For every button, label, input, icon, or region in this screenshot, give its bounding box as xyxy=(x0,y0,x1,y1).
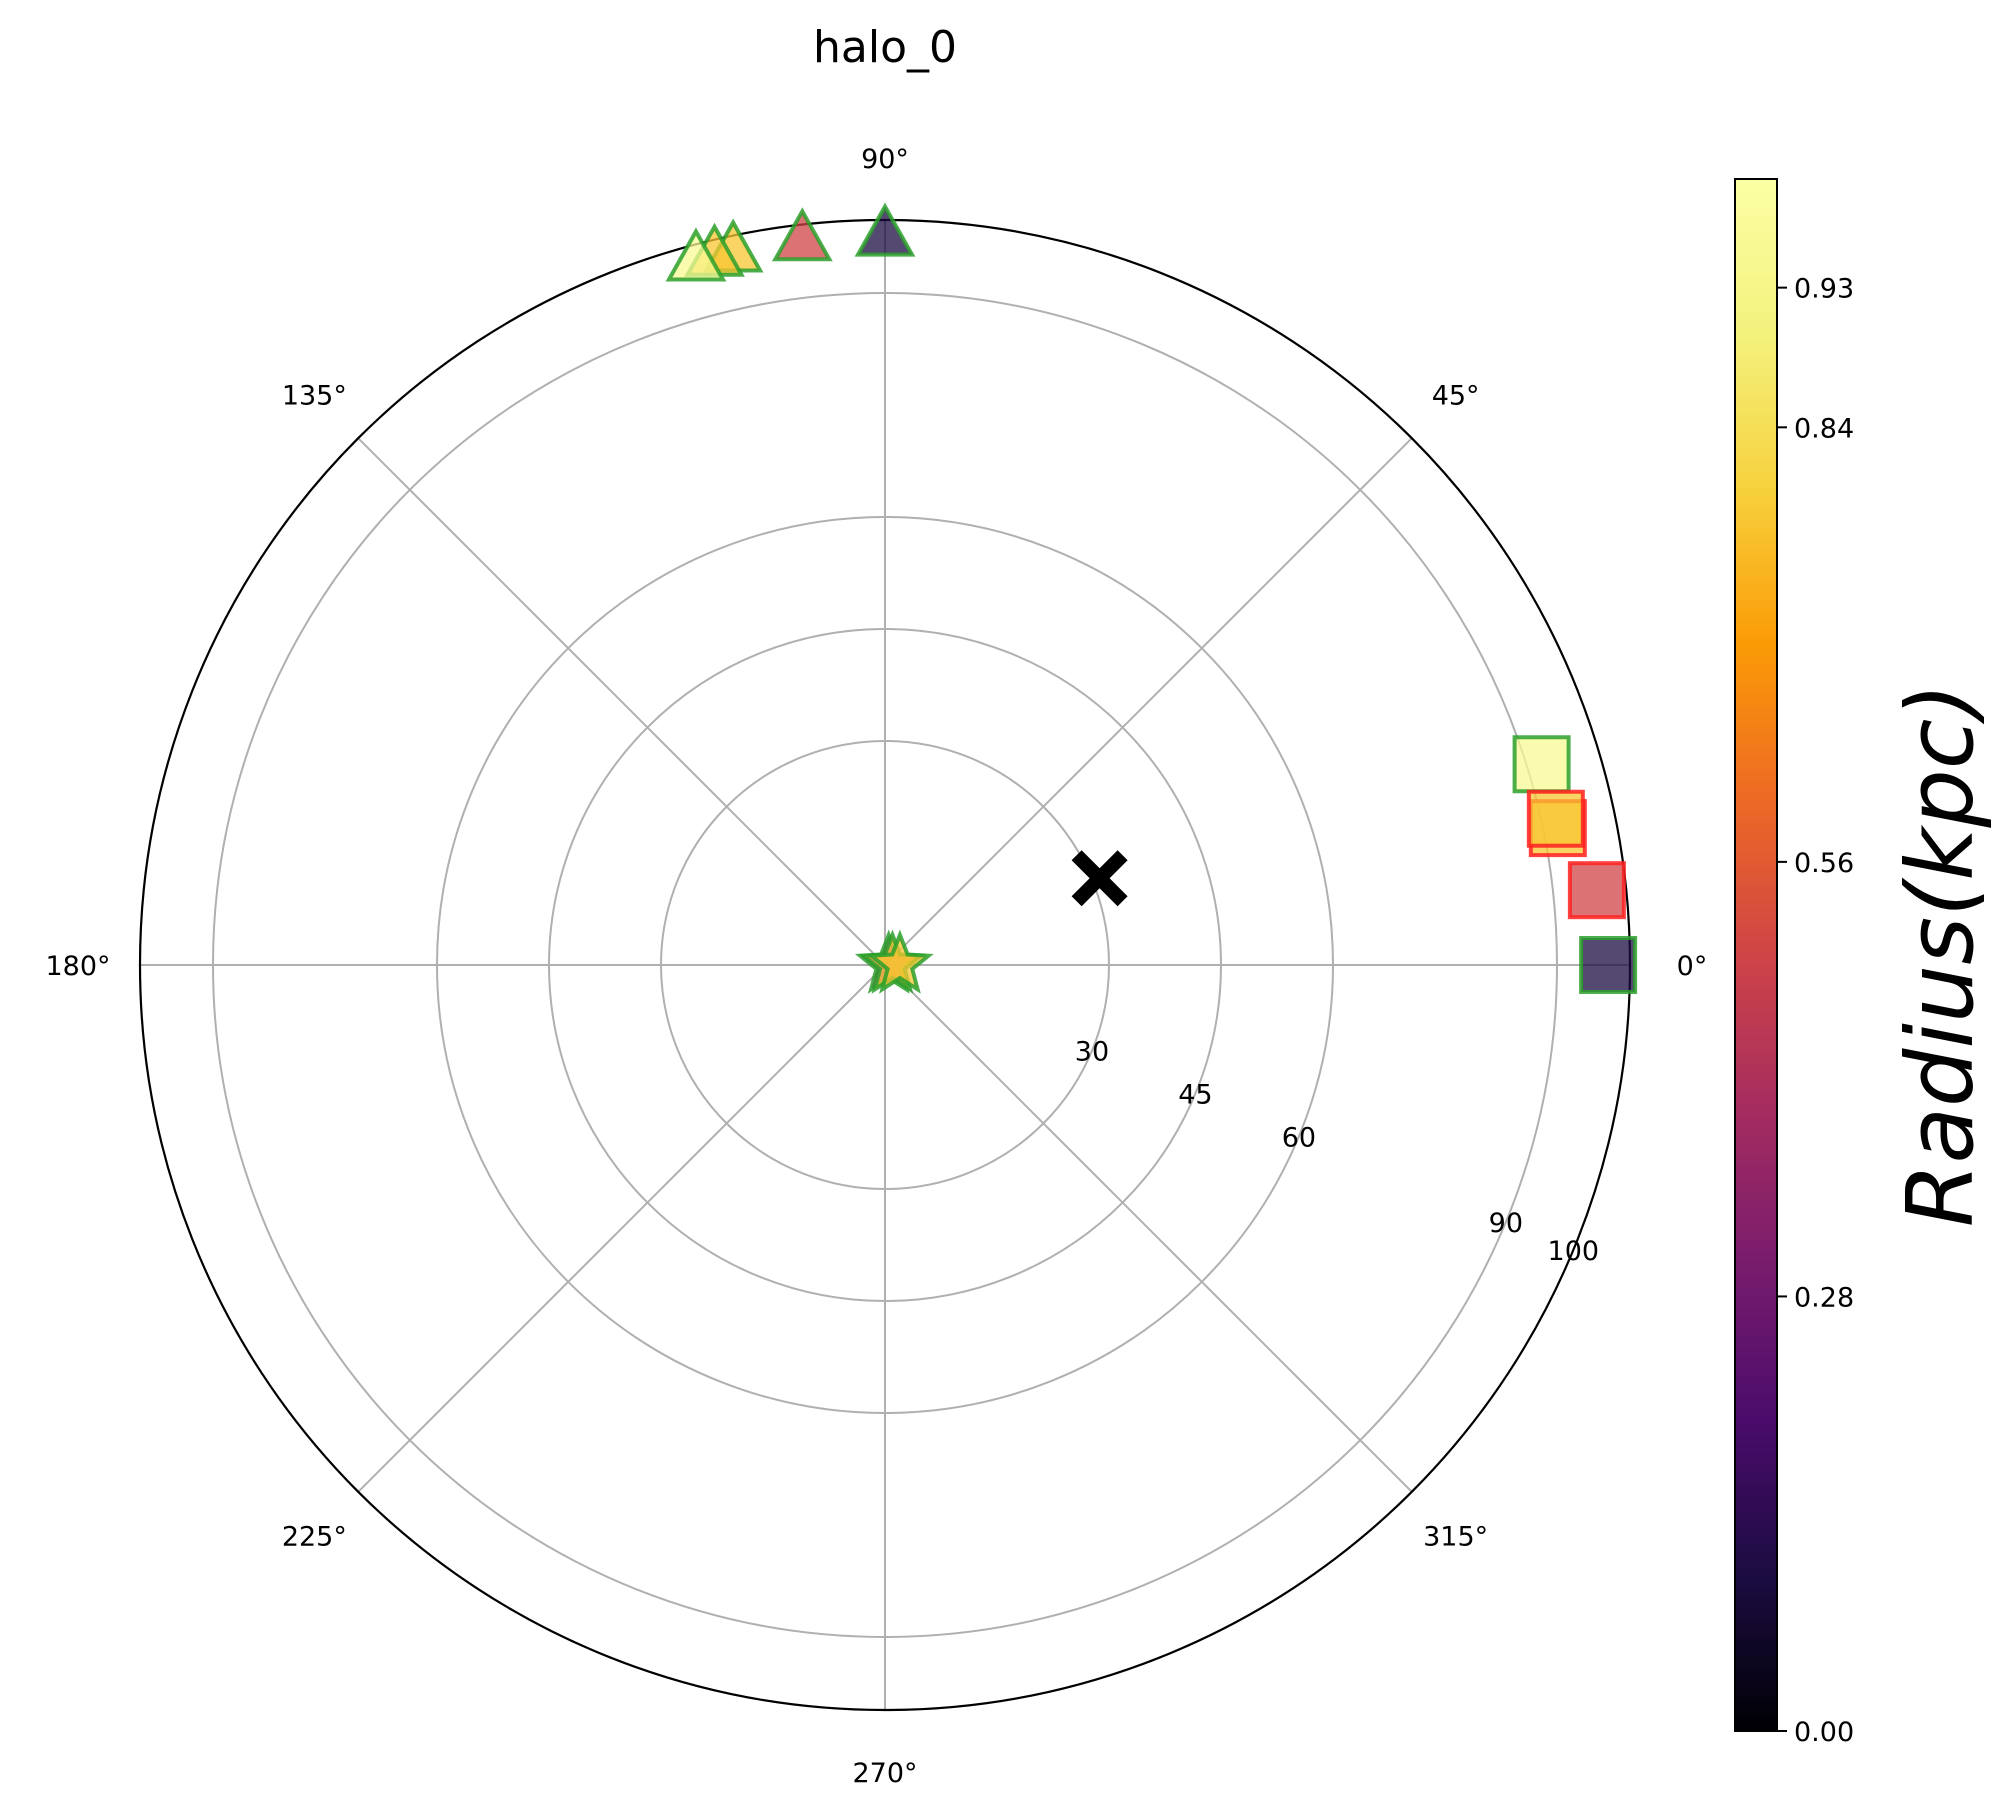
theta-tick-label: 315° xyxy=(1423,1522,1488,1553)
theta-tick-label: 0° xyxy=(1677,951,1708,982)
radial-tick-label: 60 xyxy=(1282,1122,1316,1153)
radial-tick-label: 100 xyxy=(1548,1236,1600,1267)
colorbar-tick-label: 0.93 xyxy=(1794,274,1854,305)
scatter-markers xyxy=(665,202,1638,994)
radial-tick-label: 45 xyxy=(1178,1080,1212,1111)
square-marker xyxy=(1512,735,1571,794)
radial-tick-labels: 30 45 60 90 100 xyxy=(1075,1037,1599,1267)
theta-tick-labels: 0° 45° 90° 135° 180° 225° 270° 315° xyxy=(45,144,1707,1789)
chart-title: halo_0 xyxy=(813,22,957,73)
angular-grid-line xyxy=(357,964,886,1493)
colorbar-ticks: 0.00 0.28 0.56 0.84 0.93 xyxy=(1777,274,1854,1748)
colorbar-tick-label: 0.00 xyxy=(1794,1717,1854,1748)
radial-tick-label: 90 xyxy=(1489,1208,1523,1239)
triangle-marker xyxy=(854,202,916,257)
colorbar-gradient xyxy=(1734,178,1778,1732)
angular-grid-line xyxy=(357,437,886,966)
colorbar-tick-label: 0.28 xyxy=(1794,1282,1854,1313)
angular-grid-line xyxy=(884,964,1413,1493)
star-marker xyxy=(866,929,934,994)
colorbar-tick-label: 0.84 xyxy=(1794,413,1854,444)
colorbar-label: Radius(kpc) xyxy=(1887,683,1994,1228)
theta-tick-label: 225° xyxy=(282,1522,347,1553)
angular-grid-line xyxy=(884,437,1413,966)
colorbar-tick-label: 0.56 xyxy=(1794,848,1854,879)
x-marker xyxy=(1071,850,1128,907)
triangle-marker xyxy=(771,207,833,262)
theta-tick-label: 90° xyxy=(861,144,909,175)
colorbar: 0.00 0.28 0.56 0.84 0.93 Radius(kpc) xyxy=(1734,178,1994,1748)
theta-tick-label: 135° xyxy=(282,380,347,411)
square-marker xyxy=(1526,789,1585,848)
square-marker xyxy=(1579,936,1638,994)
theta-tick-label: 270° xyxy=(852,1758,917,1789)
theta-tick-label: 45° xyxy=(1432,380,1480,411)
radial-tick-label: 30 xyxy=(1075,1037,1109,1068)
theta-tick-label: 180° xyxy=(45,951,110,982)
triangle-marker xyxy=(665,227,727,282)
square-marker xyxy=(1567,861,1626,920)
